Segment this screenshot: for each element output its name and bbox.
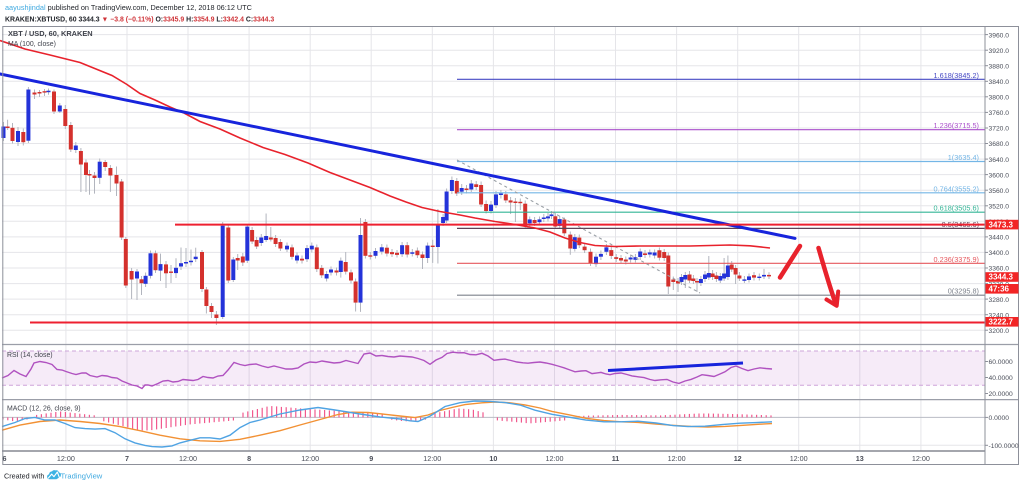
svg-text:12:00: 12:00 [301, 454, 319, 463]
svg-text:12:00: 12:00 [546, 454, 564, 463]
svg-text:11: 11 [612, 454, 620, 463]
svg-text:7: 7 [125, 454, 129, 463]
svg-text:aayushjindal published on Trad: aayushjindal published on TradingView.co… [5, 3, 252, 12]
svg-text:3880.0: 3880.0 [989, 63, 1010, 70]
svg-text:3360.0: 3360.0 [989, 266, 1010, 273]
svg-text:40.0000: 40.0000 [989, 375, 1013, 382]
svg-text:1.618(3845.2): 1.618(3845.2) [934, 71, 979, 80]
svg-text:12:00: 12:00 [57, 454, 75, 463]
svg-text:13: 13 [856, 454, 864, 463]
svg-text:3344.3: 3344.3 [989, 273, 1014, 282]
svg-text:47:36: 47:36 [989, 285, 1010, 294]
svg-text:12: 12 [734, 454, 742, 463]
svg-text:3800.0: 3800.0 [989, 95, 1010, 102]
svg-text:1(3635.4): 1(3635.4) [948, 153, 979, 162]
svg-text:0.0000: 0.0000 [989, 415, 1010, 422]
svg-text:-100.0000: -100.0000 [989, 443, 1019, 450]
svg-text:6: 6 [3, 454, 7, 463]
svg-text:XBT / USD, 60, KRAKEN: XBT / USD, 60, KRAKEN [8, 29, 93, 38]
svg-text:12:00: 12:00 [179, 454, 197, 463]
svg-text:12:00: 12:00 [423, 454, 441, 463]
svg-text:3400.0: 3400.0 [989, 250, 1010, 257]
svg-text:0.236(3375.9): 0.236(3375.9) [934, 255, 979, 264]
svg-text:12:00: 12:00 [668, 454, 686, 463]
svg-text:1.236(3715.5): 1.236(3715.5) [934, 121, 979, 130]
svg-text:3600.0: 3600.0 [989, 172, 1010, 179]
svg-text:RSI (14, close): RSI (14, close) [7, 352, 53, 359]
svg-text:12:00: 12:00 [790, 454, 808, 463]
svg-text:3920.0: 3920.0 [989, 48, 1010, 55]
svg-text:3560.0: 3560.0 [989, 188, 1010, 195]
svg-text:3520.0: 3520.0 [989, 204, 1010, 211]
svg-text:3240.0: 3240.0 [989, 312, 1010, 319]
svg-text:60.0000: 60.0000 [989, 359, 1013, 366]
svg-text:KRAKEN:XBTUSD, 60 3344.3 ▼ −3: KRAKEN:XBTUSD, 60 3344.3 ▼ −3.8 (−0.11%)… [5, 17, 274, 24]
svg-text:Created with: Created with [4, 472, 44, 481]
svg-text:MA (100, close): MA (100, close) [8, 41, 56, 48]
svg-text:3760.0: 3760.0 [989, 110, 1010, 117]
svg-text:3222.7: 3222.7 [989, 318, 1014, 327]
svg-text:0.618(3505.6): 0.618(3505.6) [934, 204, 979, 213]
svg-text:8: 8 [247, 454, 251, 463]
svg-text:3840.0: 3840.0 [989, 79, 1010, 86]
svg-text:3280.0: 3280.0 [989, 297, 1010, 304]
svg-text:12:00: 12:00 [912, 454, 930, 463]
svg-text:3440.0: 3440.0 [989, 235, 1010, 242]
svg-text:3960.0: 3960.0 [989, 32, 1010, 39]
svg-text:TradingView: TradingView [61, 472, 103, 481]
svg-text:0(3295.8): 0(3295.8) [948, 287, 979, 296]
svg-text:20.0000: 20.0000 [989, 391, 1013, 398]
svg-text:9: 9 [369, 454, 373, 463]
svg-text:10: 10 [489, 454, 497, 463]
svg-text:0.764(3555.2): 0.764(3555.2) [934, 184, 979, 193]
svg-text:3720.0: 3720.0 [989, 126, 1010, 133]
svg-text:3473.3: 3473.3 [989, 220, 1014, 229]
svg-text:3200.0: 3200.0 [989, 328, 1010, 335]
svg-text:MACD (12, 26, close, 9): MACD (12, 26, close, 9) [7, 406, 81, 413]
svg-text:3680.0: 3680.0 [989, 141, 1010, 148]
svg-text:3640.0: 3640.0 [989, 157, 1010, 164]
